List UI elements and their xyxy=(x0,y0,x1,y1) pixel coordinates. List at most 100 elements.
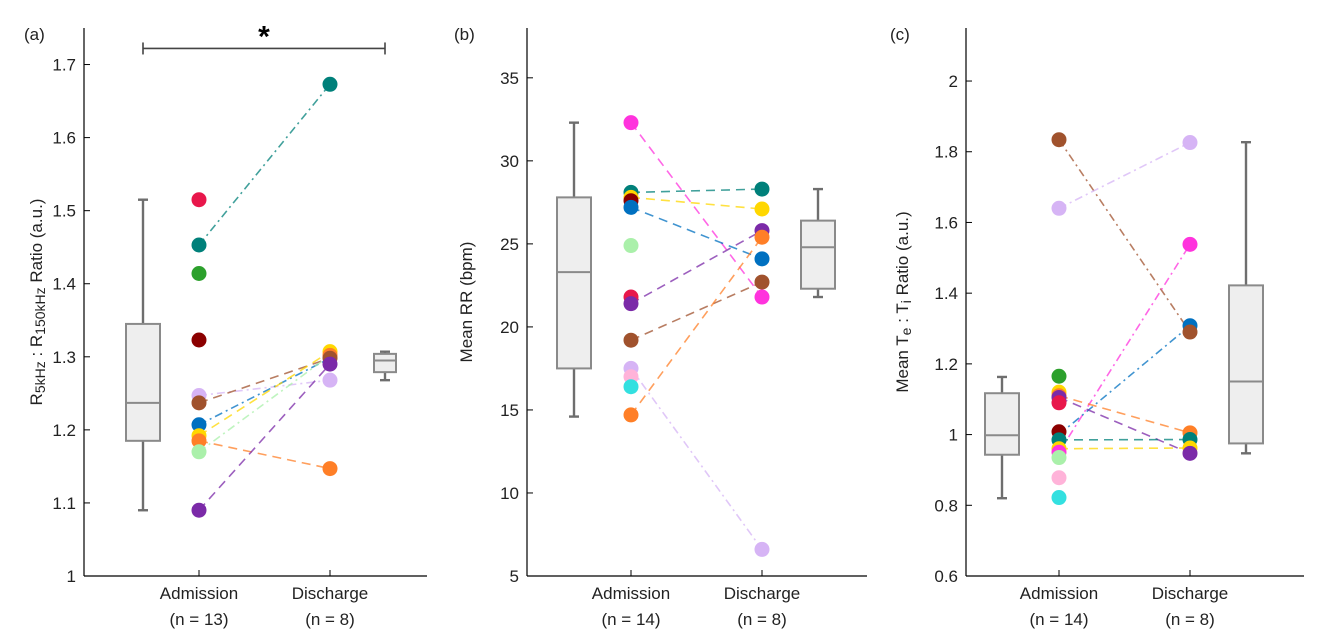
y-axis-label-part: R xyxy=(27,393,46,405)
box-iqr xyxy=(800,219,836,290)
discharge-point xyxy=(322,461,338,477)
admission-point xyxy=(191,237,207,253)
discharge-point xyxy=(754,201,770,217)
pair-line xyxy=(1058,141,1191,210)
pair-line xyxy=(630,188,763,194)
admission-point xyxy=(1051,490,1067,506)
y-tick-label: 0.6 xyxy=(934,567,958,586)
admission-point xyxy=(623,407,639,423)
y-axis-label-part: Mean T xyxy=(893,335,912,392)
admission-point xyxy=(1051,395,1067,411)
y-axis-label-part: : R xyxy=(27,335,46,361)
admission-point xyxy=(191,266,207,282)
y-tick-label: 0.8 xyxy=(934,496,958,515)
pair-line xyxy=(630,196,763,210)
discharge-point xyxy=(754,229,770,245)
y-tick-label: 1.1 xyxy=(52,494,76,513)
admission-point xyxy=(191,433,207,449)
y-axis-label-part: i xyxy=(898,300,914,303)
discharge-point xyxy=(754,181,770,197)
panel-label: (b) xyxy=(454,25,475,44)
boxplot-admission xyxy=(984,375,1020,500)
admission-point xyxy=(191,192,207,208)
y-tick-label: 1.5 xyxy=(52,202,76,221)
y-tick-label: 1 xyxy=(67,567,76,586)
pair-line xyxy=(630,229,763,305)
admission-point xyxy=(191,417,207,433)
pair-line xyxy=(198,379,331,397)
panel-c: (c) 0.6 0.8 1 1.2 1.4 1.6 1.8 2 Admission (n = 14)… xyxy=(890,25,1304,629)
admission-point xyxy=(191,444,207,460)
y-tick-label: 10 xyxy=(500,484,519,503)
pair-line xyxy=(1058,396,1191,455)
pair-line xyxy=(1058,394,1191,434)
y-tick-label: 2 xyxy=(949,72,958,91)
boxplot-discharge xyxy=(373,350,397,382)
admission-point xyxy=(1051,132,1067,148)
discharge-point xyxy=(322,356,338,372)
y-axis-label-part: Mean RR (bpm) xyxy=(457,242,476,363)
y-axis-label-part: : T xyxy=(893,303,912,327)
panel-label: (c) xyxy=(890,25,910,44)
y-tick-label: 1.7 xyxy=(52,56,76,75)
pair-line xyxy=(198,351,331,437)
y-axis-label: R5kHz : R150kHz Ratio (a.u.) xyxy=(27,199,48,406)
x-tick-label: Discharge xyxy=(1152,584,1229,603)
x-tick-n-label: (n = 8) xyxy=(1165,610,1215,629)
y-axis-label-part: Ratio (a.u.) xyxy=(27,199,46,288)
admission-point xyxy=(191,332,207,348)
pair-line xyxy=(630,206,763,260)
pair-line xyxy=(198,83,331,246)
y-tick-label: 1.2 xyxy=(52,421,76,440)
y-axis-label-part: 5kHz xyxy=(32,361,48,393)
pair-line xyxy=(198,357,331,404)
discharge-point xyxy=(754,289,770,305)
pair-line xyxy=(1058,243,1191,453)
admission-point xyxy=(1051,470,1067,486)
discharge-point xyxy=(1182,236,1198,252)
pair-line xyxy=(1058,139,1191,333)
pair-line xyxy=(1058,447,1191,450)
y-axis-label-part: 150kHz xyxy=(32,287,48,334)
discharge-point xyxy=(1182,135,1198,151)
boxplot-admission xyxy=(125,198,161,512)
admission-point xyxy=(623,199,639,215)
y-tick-label: 1.3 xyxy=(52,348,76,367)
pair-line xyxy=(198,357,331,426)
y-tick-label: 15 xyxy=(500,401,519,420)
pair-line xyxy=(1058,325,1191,436)
box-iqr xyxy=(984,392,1020,456)
x-tick-label: Discharge xyxy=(724,584,801,603)
y-tick-label: 20 xyxy=(500,318,519,337)
box-iqr xyxy=(373,352,397,374)
boxplot-admission xyxy=(556,121,592,418)
box-iqr xyxy=(556,196,592,370)
x-tick-label: Admission xyxy=(1020,584,1098,603)
pair-line xyxy=(198,363,331,511)
box-iqr xyxy=(125,322,161,442)
y-tick-label: 25 xyxy=(500,235,519,254)
x-tick-n-label: (n = 14) xyxy=(1029,610,1088,629)
y-tick-label: 5 xyxy=(510,567,519,586)
boxplot-discharge xyxy=(1228,140,1264,455)
y-tick-label: 1.6 xyxy=(934,213,958,232)
discharge-point xyxy=(322,372,338,388)
x-tick-label: Admission xyxy=(592,584,670,603)
admission-point xyxy=(623,115,639,131)
x-tick-label: Admission xyxy=(160,584,238,603)
y-axis-label-part: Ratio (a.u.) xyxy=(893,211,912,300)
y-tick-label: 1.8 xyxy=(934,143,958,162)
boxplot-discharge xyxy=(800,187,836,299)
discharge-point xyxy=(754,541,770,557)
discharge-point xyxy=(1182,324,1198,340)
y-tick-label: 1.2 xyxy=(934,355,958,374)
y-tick-label: 1.4 xyxy=(934,284,958,303)
admission-point xyxy=(623,238,639,254)
admission-point xyxy=(1051,368,1067,384)
admission-point xyxy=(623,296,639,312)
pair-line xyxy=(630,281,763,341)
admission-point xyxy=(191,395,207,411)
panel-b: (b) 5 10 15 20 25 30 35 Admission (n = 14) Dischar… xyxy=(454,25,867,629)
y-tick-label: 1.6 xyxy=(52,129,76,148)
